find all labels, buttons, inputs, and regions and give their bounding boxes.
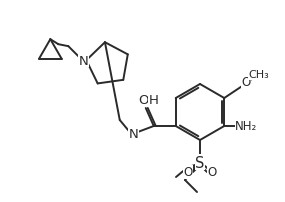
Text: O: O — [183, 166, 193, 179]
Text: CH₃: CH₃ — [249, 70, 270, 80]
Text: N: N — [78, 54, 88, 67]
Text: N: N — [129, 128, 139, 141]
Text: O: O — [139, 94, 149, 107]
Text: NH₂: NH₂ — [235, 120, 257, 133]
Text: H: H — [149, 94, 159, 107]
Text: O: O — [242, 75, 251, 88]
Text: S: S — [195, 155, 205, 170]
Text: O: O — [207, 166, 217, 179]
